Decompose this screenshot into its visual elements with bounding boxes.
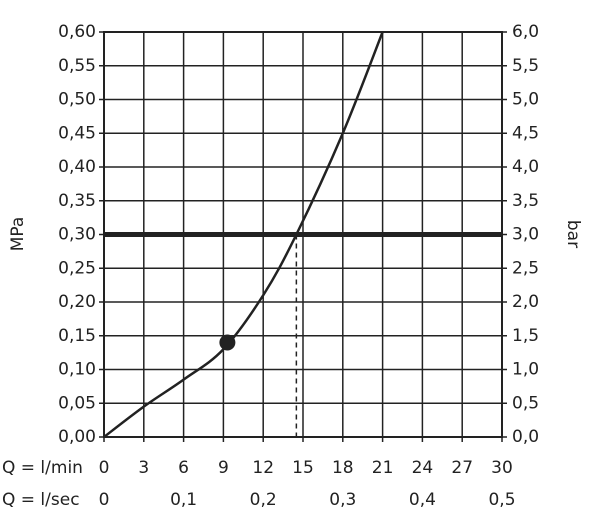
y2-tick-label: 0,5 (512, 393, 539, 413)
x-tick-label: 21 (372, 458, 394, 478)
x-tick-label: 15 (292, 458, 314, 478)
y-tick-label: 0,25 (58, 258, 96, 278)
y-tick-label: 0,40 (58, 157, 96, 177)
y2-tick-label: 0,0 (512, 427, 539, 447)
y2-tick-label: 4,5 (512, 123, 539, 143)
x-tick-label: 18 (332, 458, 354, 478)
y-tick-label: 0,50 (58, 90, 96, 110)
y2-tick-label: 2,5 (512, 258, 539, 278)
y2-axis-label: bar (563, 220, 583, 248)
x-tick-label: 12 (252, 458, 274, 478)
y2-tick-label: 4,0 (512, 157, 539, 177)
x2-row-label: Q = l/sec (2, 490, 80, 510)
y-tick-label: 0,10 (58, 360, 96, 380)
x2-tick-label: 0,2 (250, 490, 277, 510)
y2-tick-label: 3,5 (512, 191, 539, 211)
y-tick-label: 0,35 (58, 191, 96, 211)
y-axis-label: MPa (8, 217, 28, 252)
y-tick-label: 0,20 (58, 292, 96, 312)
curve (103, 31, 384, 438)
x-tick-label: 0 (99, 458, 110, 478)
x-row-label: Q = l/min (2, 458, 83, 478)
x-tick-label: 24 (412, 458, 434, 478)
x2-tick-label: 0,4 (409, 490, 436, 510)
y2-tick-label: 3,0 (512, 225, 539, 245)
y-tick-label: 0,45 (58, 123, 96, 143)
x2-tick-label: 0,3 (329, 490, 356, 510)
x2-tick-label: 0 (99, 490, 110, 510)
x-tick-label: 30 (491, 458, 513, 478)
y-tick-label: 0,30 (58, 225, 96, 245)
x-tick-label: 3 (138, 458, 149, 478)
y-tick-label: 0,15 (58, 326, 96, 346)
y-tick-label: 0,55 (58, 56, 96, 76)
x-tick-label: 6 (178, 458, 189, 478)
y2-tick-label: 1,5 (512, 326, 539, 346)
x-tick-label: 9 (218, 458, 229, 478)
operating-point (219, 334, 236, 351)
y2-tick-label: 5,0 (512, 90, 539, 110)
x2-tick-label: 0,5 (488, 490, 515, 510)
y2-tick-label: 1,0 (512, 360, 539, 380)
y-tick-label: 0,60 (58, 22, 96, 42)
y2-tick-label: 5,5 (512, 56, 539, 76)
x2-tick-label: 0,1 (170, 490, 197, 510)
y2-tick-label: 2,0 (512, 292, 539, 312)
y-tick-label: 0,00 (58, 427, 96, 447)
y2-tick-label: 6,0 (512, 22, 539, 42)
x-tick-label: 27 (451, 458, 473, 478)
y-tick-label: 0,05 (58, 393, 96, 413)
